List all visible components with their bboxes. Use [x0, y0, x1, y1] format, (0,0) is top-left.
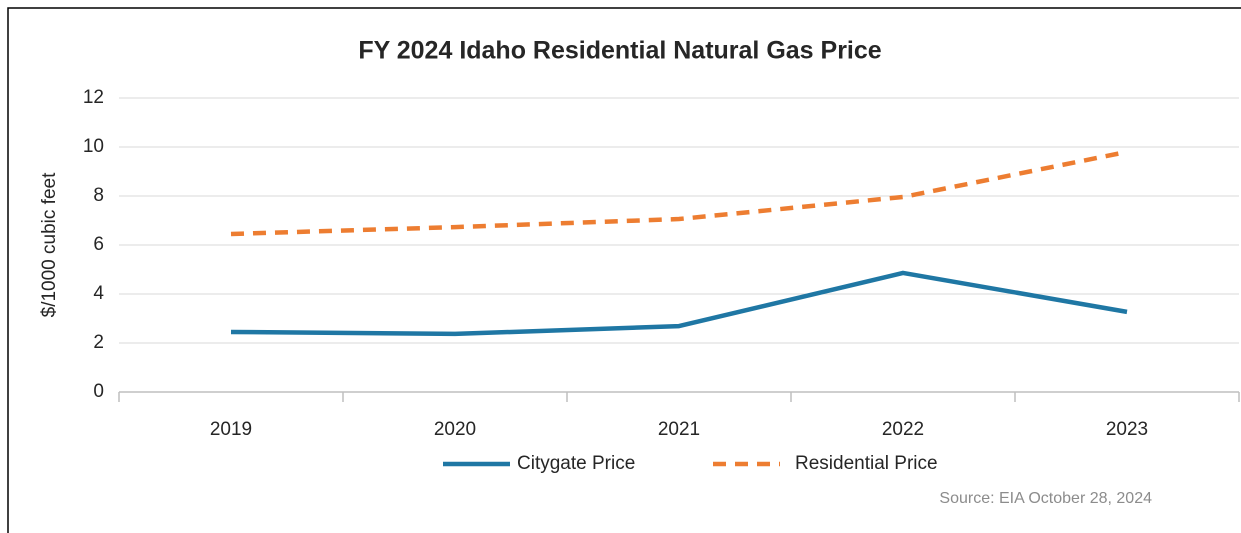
- x-tick-label: 2021: [658, 419, 700, 440]
- y-tick-label: 6: [93, 234, 104, 255]
- legend-label: Residential Price: [795, 453, 938, 474]
- source-note: Source: EIA October 28, 2024: [939, 490, 1152, 507]
- chart-title: FY 2024 Idaho Residential Natural Gas Pr…: [358, 37, 881, 65]
- x-tick-label: 2019: [210, 419, 252, 440]
- frame: [7, 7, 1241, 533]
- y-tick-label: 2: [93, 332, 104, 353]
- data-line: [230, 270, 1128, 337]
- x-tick-label: 2020: [434, 419, 476, 440]
- data-line: [230, 149, 1128, 237]
- legend-label: Citygate Price: [517, 453, 635, 474]
- y-axis-label: $/1000 cubic feet: [39, 172, 60, 317]
- y-tick-label: 4: [93, 283, 104, 304]
- y-tick-label: 0: [93, 381, 104, 402]
- y-tick-label: 12: [83, 87, 104, 108]
- x-tick-label: 2023: [1106, 419, 1148, 440]
- y-tick-label: 8: [93, 185, 104, 206]
- y-tick-label: 10: [83, 136, 104, 157]
- x-tick-label: 2022: [882, 419, 924, 440]
